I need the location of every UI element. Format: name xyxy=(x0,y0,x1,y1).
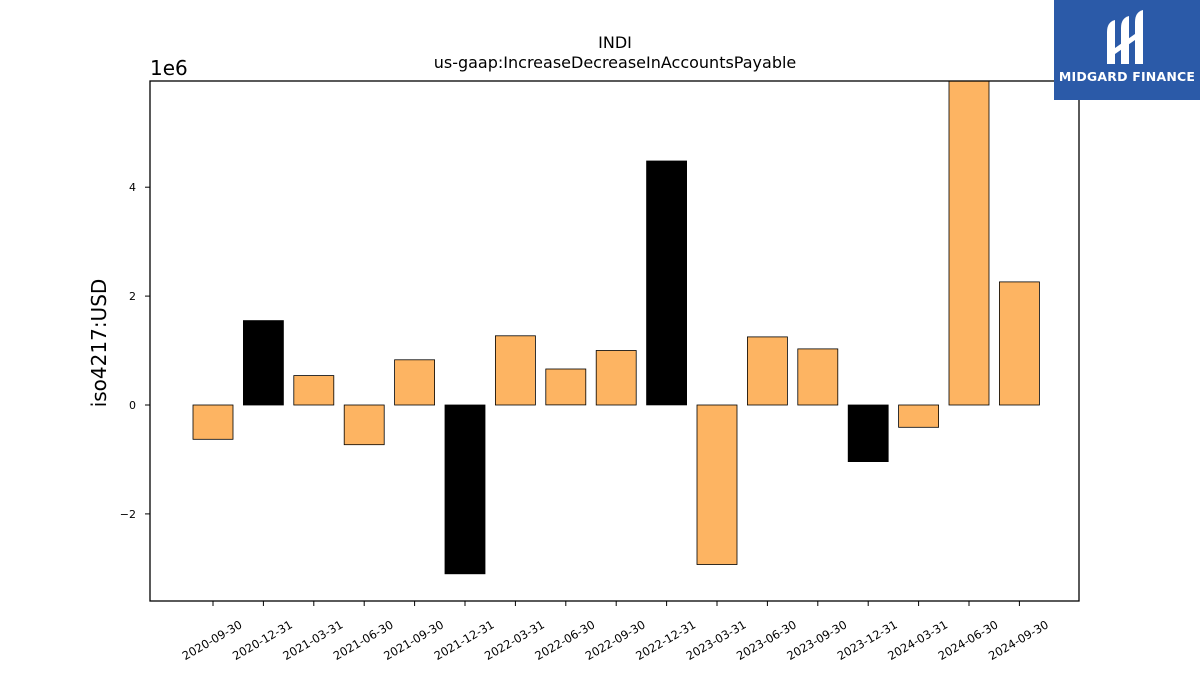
bar-2020-12-31 xyxy=(242,320,284,406)
bar-2024-06-30 xyxy=(948,80,990,406)
logo: MIDGARD FINANCE xyxy=(1054,0,1200,100)
y-tick-label: 4 xyxy=(129,181,136,194)
y-tick-label: −2 xyxy=(120,508,136,521)
bar-2023-03-31 xyxy=(696,404,738,565)
y-axis-multiplier: 1e6 xyxy=(150,56,188,80)
y-axis-label: iso4217:USD xyxy=(87,279,111,408)
bar-2020-09-30 xyxy=(192,404,234,440)
bar-2022-12-31 xyxy=(646,160,687,406)
bar-2021-09-30 xyxy=(394,359,436,406)
logo-mark-icon xyxy=(1107,10,1143,64)
chart-title: INDI xyxy=(598,33,632,52)
bar-2021-06-30 xyxy=(343,404,385,446)
bar-2023-12-31 xyxy=(847,404,889,462)
bar-2022-09-30 xyxy=(595,350,637,406)
bars-group xyxy=(192,80,1040,575)
bar-2021-12-31 xyxy=(444,404,486,575)
bar-2021-03-31 xyxy=(293,375,335,406)
bar-2024-09-30 xyxy=(999,281,1040,406)
x-axis-ticks: 2020-09-302020-12-312021-03-312021-06-30… xyxy=(180,601,1051,663)
chart-subtitle: us-gaap:IncreaseDecreaseInAccountsPayabl… xyxy=(434,53,797,72)
bar-2023-09-30 xyxy=(797,348,839,406)
plot-frame xyxy=(149,80,1080,602)
y-tick-label: 2 xyxy=(129,290,136,303)
bar-2024-03-31 xyxy=(898,404,939,428)
bar-2023-06-30 xyxy=(747,336,788,406)
y-tick-label: 0 xyxy=(129,399,136,412)
logo-text: MIDGARD FINANCE xyxy=(1058,69,1196,84)
y-axis-ticks: −2 0 2 4 xyxy=(120,181,150,521)
bar-2022-03-31 xyxy=(494,335,536,406)
bar-2022-06-30 xyxy=(545,368,587,406)
